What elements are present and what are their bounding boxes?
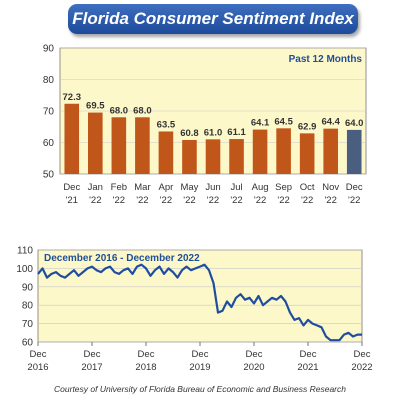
y-tick-label: 90	[43, 44, 55, 55]
bar	[276, 128, 291, 174]
bar	[346, 129, 362, 174]
x-tick-label: Sep	[275, 182, 292, 193]
plot-area	[37, 249, 363, 343]
y-tick-label: 70	[22, 319, 34, 330]
x-tick-label: '22	[230, 195, 242, 206]
x-tick-label: Dec	[354, 349, 371, 360]
y-tick-label: 60	[22, 338, 34, 349]
x-tick-label: '22	[277, 195, 289, 206]
data-label: 64.1	[251, 118, 270, 129]
x-tick-label: Apr	[159, 182, 174, 193]
x-tick-label: '22	[324, 195, 336, 206]
bar-chart: 50 60 70 80 90 72.3 Dec '21 69.5 Jan '22 68.0 Feb '22…	[43, 44, 367, 206]
bar	[299, 133, 315, 174]
data-label: 63.5	[157, 119, 176, 130]
y-tick-label: 60	[43, 138, 55, 149]
x-tick-label: Jun	[205, 182, 220, 193]
bar	[182, 139, 197, 174]
x-tick-label: '22	[160, 195, 172, 206]
bar	[323, 128, 338, 174]
x-tick-label: Dec	[138, 349, 155, 360]
x-tick-label: '22	[136, 195, 148, 206]
x-tick-label: Dec	[63, 182, 80, 193]
bar	[252, 129, 268, 174]
x-tick-label: '22	[254, 195, 266, 206]
x-tick-label: Nov	[322, 182, 339, 193]
y-tick-label: 110	[17, 246, 33, 257]
x-tick-label: '22	[207, 195, 219, 206]
y-tick-label: 100	[16, 264, 33, 275]
data-label: 64.0	[345, 118, 364, 129]
data-label: 72.3	[63, 92, 82, 103]
bar	[205, 139, 221, 174]
x-tick-label: Dec	[30, 349, 47, 360]
x-tick-label: Dec	[300, 349, 317, 360]
x-tick-label: Dec	[346, 182, 363, 193]
series-line	[37, 263, 362, 342]
x-tick-label: '22	[301, 195, 313, 206]
source-credit: Courtesy of University of Florida Bureau…	[54, 384, 346, 394]
x-tick-label: Dec	[192, 349, 209, 360]
data-label: 61.0	[204, 127, 223, 138]
x-tick-label: Dec	[246, 349, 263, 360]
y-tick-label: 80	[22, 301, 34, 312]
data-label: 61.1	[227, 127, 246, 138]
y-tick-label: 80	[43, 75, 55, 86]
x-tick-label: 2022	[351, 362, 372, 373]
x-tick-label: Feb	[111, 182, 127, 193]
chart-title: Florida Consumer Sentiment Index	[68, 4, 358, 34]
data-label: 69.5	[86, 101, 105, 112]
bar	[64, 103, 80, 174]
x-tick-label: Jan	[88, 182, 103, 193]
data-label: 60.8	[180, 128, 199, 139]
x-tick-label: 2021	[297, 362, 318, 373]
data-label: 62.9	[298, 121, 317, 132]
x-tick-label: 2016	[27, 362, 48, 373]
x-tick-label: Dec	[84, 349, 101, 360]
chart-annotation: Past 12 Months	[289, 54, 363, 65]
x-tick-label: 2018	[135, 362, 156, 373]
x-tick-label: 2019	[189, 362, 210, 373]
x-tick-label: '22	[348, 195, 360, 206]
data-label: 64.5	[274, 116, 293, 127]
x-tick-label: 2017	[81, 362, 102, 373]
y-tick-label: 70	[43, 107, 55, 118]
bar	[229, 139, 244, 174]
bar	[111, 117, 127, 174]
bar	[135, 117, 150, 174]
x-tick-label: '22	[183, 195, 195, 206]
y-tick-label: 90	[22, 282, 34, 293]
x-tick-label: Jul	[230, 182, 242, 193]
data-label: 64.4	[321, 117, 340, 128]
x-tick-label: Aug	[252, 182, 269, 193]
data-label: 68.0	[133, 105, 152, 116]
bar	[88, 112, 103, 174]
x-tick-label: '22	[89, 195, 101, 206]
x-tick-label: '21	[66, 195, 78, 206]
x-tick-label: Oct	[300, 182, 315, 193]
chart-annotation: December 2016 - December 2022	[44, 253, 200, 264]
x-tick-label: '22	[113, 195, 125, 206]
bar	[158, 131, 174, 174]
line-chart: 60 70 80 90 100 110 Dec 2016 Dec 2017 Dec 2018 Dec 20…	[16, 246, 372, 374]
x-tick-label: Mar	[134, 182, 150, 193]
x-tick-label: May	[180, 182, 198, 193]
x-tick-label: 2020	[243, 362, 264, 373]
data-label: 68.0	[110, 105, 129, 116]
y-tick-label: 50	[43, 170, 55, 181]
